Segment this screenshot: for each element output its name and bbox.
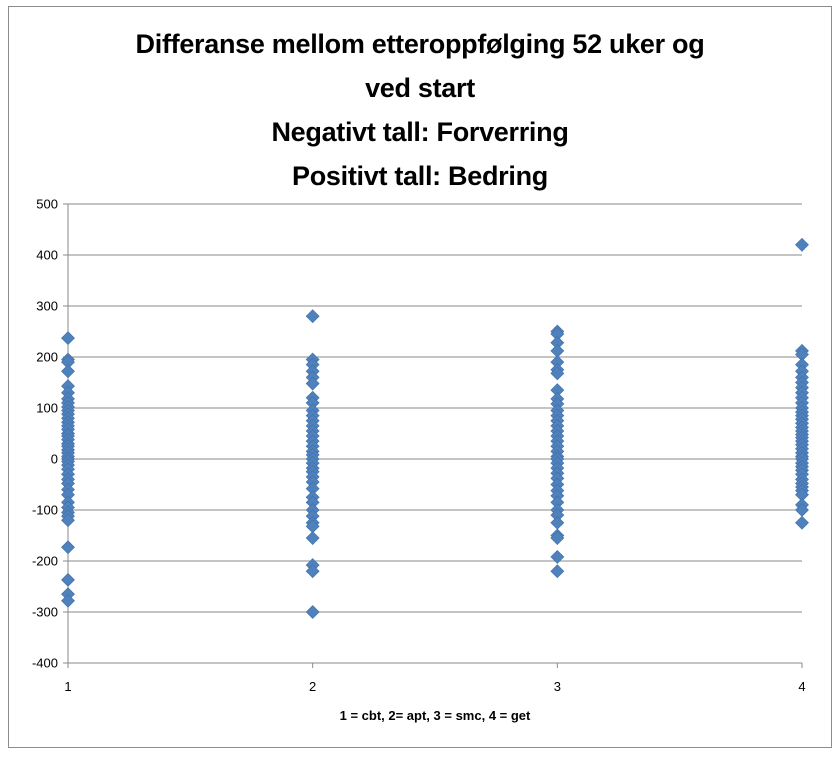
chart-frame — [8, 6, 832, 748]
x-tick-labels: 1 2 3 4 — [64, 679, 805, 694]
gridlines — [68, 203, 802, 664]
data-point — [61, 513, 75, 528]
chart-title-line-4: Positivt tall: Bedring — [292, 161, 548, 191]
y-tick-label: -100 — [32, 503, 58, 518]
y-tick-label: 200 — [36, 350, 58, 365]
y-tick-labels: 500 400 300 200 100 0 -100 -200 -300 -400 — [32, 197, 58, 671]
x-axis-label: 1 = cbt, 2= apt, 3 = smc, 4 = get — [340, 708, 531, 723]
data-point — [61, 364, 75, 379]
x-tick-label: 4 — [798, 679, 805, 694]
y-tick-label: -300 — [32, 605, 58, 620]
y-tick-label: -200 — [32, 554, 58, 569]
data-points — [61, 237, 809, 619]
y-tick-label: -400 — [32, 656, 58, 671]
chart-title-line-2: ved start — [365, 73, 475, 103]
y-tick-label: 300 — [36, 299, 58, 314]
data-point — [305, 605, 320, 619]
y-tick-label: 0 — [51, 452, 58, 467]
chart-title-line-1: Differanse mellom etteroppfølging 52 uke… — [135, 29, 705, 59]
y-tick-label: 500 — [36, 197, 58, 212]
data-point — [61, 540, 75, 555]
data-point — [305, 309, 320, 324]
data-point — [305, 564, 320, 579]
chart-title: Differanse mellom etteroppfølging 52 uke… — [0, 22, 840, 198]
data-point — [550, 515, 565, 530]
x-tick-label: 1 — [64, 679, 71, 694]
axes — [63, 203, 803, 668]
data-point — [305, 376, 320, 391]
data-point — [61, 572, 75, 587]
data-point — [550, 564, 565, 579]
data-point — [795, 237, 809, 252]
data-point — [550, 549, 565, 564]
data-point — [61, 331, 75, 346]
data-point — [795, 515, 809, 530]
data-point — [61, 593, 75, 608]
y-tick-label: 400 — [36, 248, 58, 263]
data-point — [550, 366, 565, 381]
x-tick-label: 3 — [554, 679, 561, 694]
y-tick-label: 100 — [36, 401, 58, 416]
chart-title-line-3: Negativt tall: Forverring — [271, 117, 569, 147]
data-point — [305, 531, 320, 545]
x-tick-label: 2 — [309, 679, 316, 694]
data-point — [550, 531, 565, 545]
